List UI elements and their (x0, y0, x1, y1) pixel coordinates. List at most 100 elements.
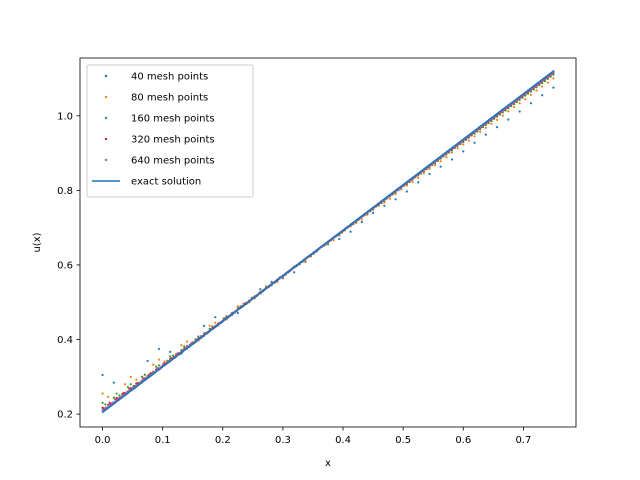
point-160-34 (197, 335, 200, 338)
point-80-73 (512, 106, 516, 109)
point-80-62 (450, 151, 454, 154)
legend-label: 80 mesh points (131, 93, 208, 104)
point-40-24 (371, 211, 375, 215)
point-40-12 (236, 311, 239, 315)
legend-marker (104, 74, 108, 78)
point-40-6 (169, 350, 172, 353)
point-80-66 (473, 135, 476, 138)
point-40-10 (214, 316, 217, 319)
point-80-0 (101, 392, 104, 395)
point-40-35 (495, 126, 499, 129)
legend-marker (104, 158, 108, 162)
legend-label: 640 mesh points (131, 156, 215, 167)
legend-label: 160 mesh points (131, 114, 215, 125)
point-80-65 (467, 139, 471, 142)
point-160-1 (104, 403, 107, 406)
point-80-24 (236, 305, 239, 308)
point-80-4 (123, 383, 127, 386)
point-80-78 (541, 85, 544, 88)
x-axis-label: x (325, 458, 331, 469)
point-80-15 (185, 340, 189, 343)
point-40-38 (529, 102, 533, 105)
point-40-28 (417, 181, 420, 184)
point-80-71 (501, 114, 504, 117)
exact-solution-line-group (101, 69, 555, 414)
x-tick-label: 0.6 (455, 435, 471, 446)
legend-entry: 160 mesh points (104, 114, 215, 125)
point-40-33 (473, 141, 476, 144)
point-40-32 (462, 150, 465, 153)
point-40-9 (202, 324, 206, 327)
point-160-24 (169, 355, 172, 358)
legend: 40 mesh points 80 mesh points 160 mesh poi… (86, 64, 254, 198)
legend-label: exact solution (131, 177, 201, 188)
point-40-21 (338, 237, 341, 241)
point-80-46 (360, 218, 363, 221)
point-40-34 (484, 133, 487, 136)
x-tick-label: 0.3 (275, 435, 291, 446)
plot-frame (79, 57, 577, 428)
point-160-9 (126, 385, 130, 389)
legend-marker (104, 95, 108, 99)
point-80-56 (417, 176, 420, 179)
point-80-63 (456, 147, 459, 150)
point-80-64 (462, 143, 465, 146)
point-160-0 (101, 401, 104, 405)
point-160-20 (157, 364, 161, 367)
point-80-61 (445, 155, 448, 159)
point-80-70 (495, 118, 499, 121)
point-80-55 (411, 180, 414, 184)
point-80-41 (332, 239, 335, 242)
legend-entry: 320 mesh points (104, 135, 215, 146)
x-tick-label: 0.1 (155, 435, 171, 446)
point-80-75 (524, 98, 527, 101)
point-80-76 (529, 93, 533, 97)
point-40-27 (405, 190, 409, 193)
point-40-26 (394, 198, 397, 201)
point-80-10 (157, 358, 161, 361)
point-80-79 (546, 81, 549, 84)
x-tick-label: 0.7 (515, 435, 531, 446)
point-160-14 (140, 375, 144, 378)
point-80-11 (163, 360, 166, 363)
legend-entry: 640 mesh points (104, 156, 215, 167)
point-40-4 (146, 359, 149, 363)
x-tick-label: 0.2 (215, 435, 231, 446)
x-axis-ticks: 0.0 0.1 0.2 0.3 0.4 0.5 0.6 0.7 (95, 427, 531, 446)
point-80-6 (135, 378, 138, 381)
point-80-9 (152, 363, 155, 366)
y-axis-label: u(x) (32, 232, 43, 252)
point-80-20 (214, 321, 217, 324)
point-80-68 (484, 126, 487, 129)
point-160-39 (211, 325, 214, 328)
legend-entry: exact solution (92, 177, 201, 188)
point-40-17 (293, 271, 296, 274)
point-80-19 (208, 324, 211, 327)
point-80-74 (518, 102, 521, 105)
point-80-5 (129, 375, 132, 379)
point-40-5 (157, 347, 161, 351)
point-80-77 (535, 89, 538, 92)
point-80-50 (383, 201, 386, 204)
point-80-59 (433, 163, 437, 167)
legend-marker (104, 137, 108, 141)
point-160-15 (143, 373, 146, 376)
point-80-58 (428, 167, 431, 170)
legend-label: 320 mesh points (131, 135, 215, 146)
point-40-23 (360, 221, 363, 224)
x-tick-label: 0.5 (395, 435, 411, 446)
point-80-69 (490, 122, 493, 125)
y-tick-label: 0.6 (57, 260, 73, 271)
point-40-40 (552, 86, 555, 89)
point-80-14 (180, 344, 183, 347)
point-40-30 (439, 165, 442, 168)
point-40-22 (349, 230, 352, 233)
point-80-67 (479, 130, 482, 133)
legend-marker (104, 116, 108, 120)
point-40-1 (112, 381, 115, 384)
point-40-25 (383, 204, 386, 207)
legend-box (86, 64, 254, 198)
point-40-29 (428, 172, 431, 176)
exact-solution-line (101, 69, 555, 414)
